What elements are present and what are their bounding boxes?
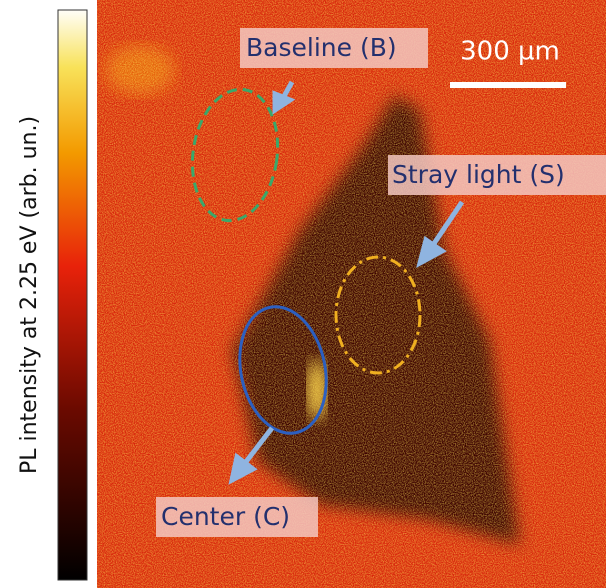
stray-ellipse: [334, 255, 422, 375]
arrow-head: [272, 90, 296, 115]
arrow-head: [416, 235, 447, 268]
annotation: Stray light (S): [392, 160, 565, 189]
scale-bar-label: 300 µm: [460, 37, 560, 67]
colorbar-label: PL intensity at 2.25 eV (arb. un.): [17, 116, 42, 474]
pl-map: [97, 0, 606, 588]
arrow: [243, 426, 274, 465]
label-box: [156, 497, 318, 537]
scale-bar: [450, 82, 566, 88]
label-box: [388, 155, 606, 195]
baseline-ellipse: [190, 87, 280, 223]
label-box: [240, 28, 428, 68]
speckle: [97, 0, 606, 588]
arrows: [228, 80, 465, 485]
colorbar: [57, 9, 88, 581]
center-ellipse: [238, 305, 328, 435]
arrow-head: [228, 452, 258, 485]
annotation: Center (C): [161, 502, 290, 531]
annotation: Baseline (B): [246, 33, 397, 62]
arrow: [430, 200, 465, 247]
